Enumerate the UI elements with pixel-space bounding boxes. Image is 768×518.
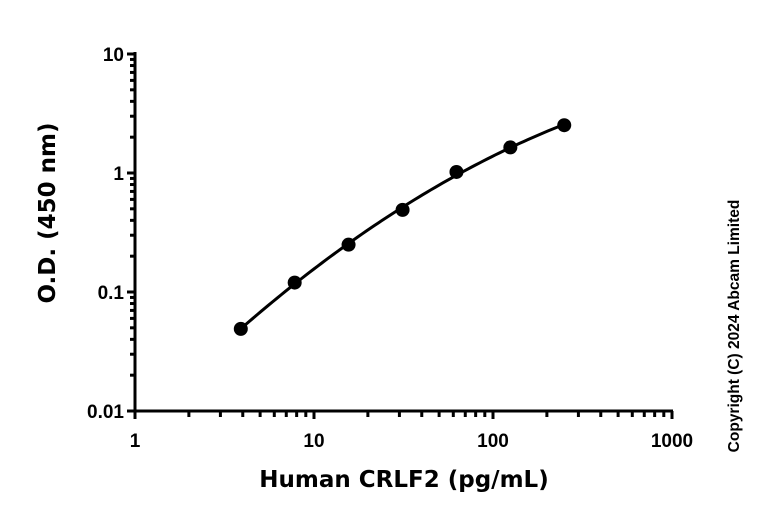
data-point-marker — [287, 275, 302, 290]
major-ticks — [127, 52, 674, 419]
x-tick-labels: 1 10 100 1000 — [130, 431, 693, 452]
x-axis-title: Human CRLF2 (pg/mL) — [259, 467, 548, 493]
x-tick-label: 1 — [130, 431, 141, 452]
y-axis-title: O.D. (450 nm) — [35, 122, 61, 303]
x-tick-label: 10 — [303, 431, 324, 452]
data-point-marker — [503, 140, 518, 155]
data-point-marker — [557, 118, 572, 133]
x-tick-label: 100 — [477, 431, 509, 452]
data-point-marker — [341, 237, 356, 252]
y-tick-label: 0.01 — [87, 402, 124, 423]
data-point-marker — [449, 164, 464, 179]
copyright-notice: Copyright (C) 2024 Abcam Limited — [726, 200, 743, 453]
x-tick-label: 1000 — [651, 431, 693, 452]
data-point-marker — [233, 321, 248, 336]
y-tick-label: 10 — [103, 45, 124, 66]
y-tick-label: 0.1 — [98, 283, 125, 304]
y-tick-labels: 0.01 0.1 1 10 — [87, 45, 124, 423]
fitted-curve — [239, 122, 565, 330]
data-point-marker — [395, 202, 410, 217]
data-points — [233, 118, 572, 336]
y-tick-label: 1 — [113, 164, 124, 185]
